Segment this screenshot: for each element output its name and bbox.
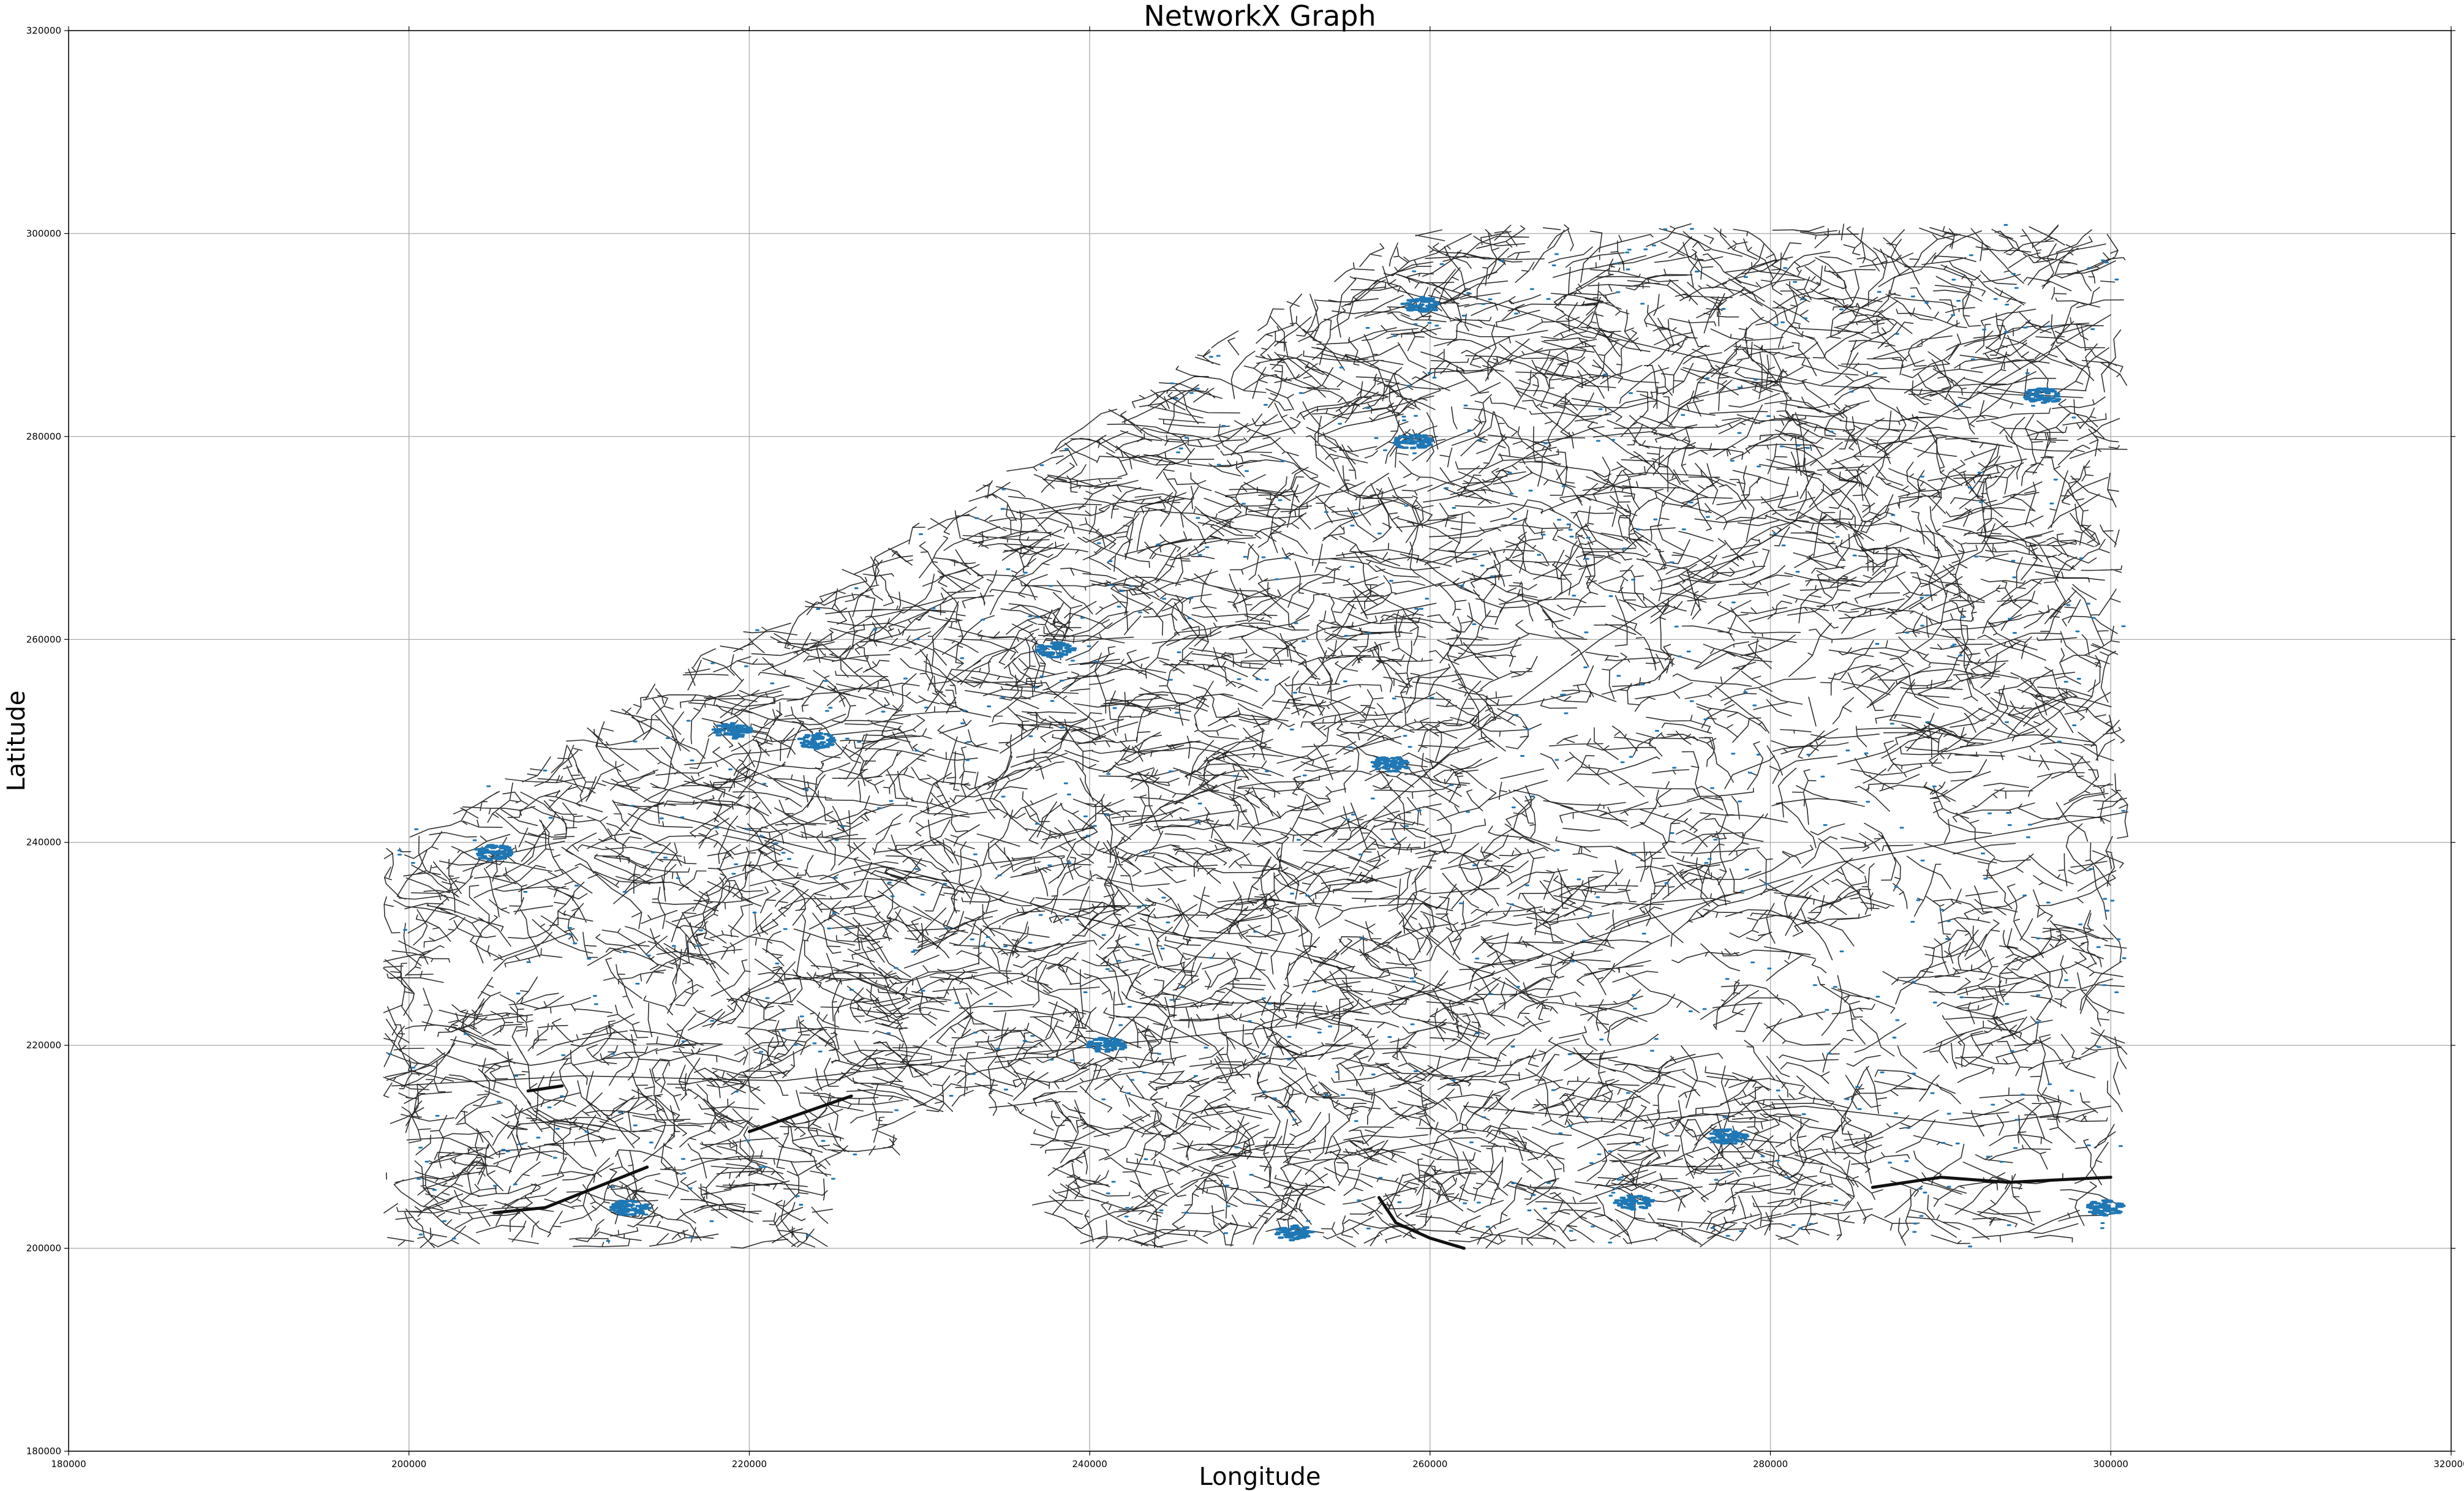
- edge-group: [1506, 223, 1763, 1247]
- y-tick-label: 280000: [26, 431, 61, 442]
- y-tick-label: 200000: [26, 1243, 61, 1254]
- y-tick-label: 320000: [26, 25, 61, 36]
- edge-group: [712, 547, 981, 1248]
- node-cluster: [1274, 1224, 1315, 1242]
- x-tick-label: 180000: [51, 1459, 86, 1470]
- axis-ticks: 180000 200000 220000 240000 260000 280000 3000…: [26, 25, 2464, 1470]
- node-cluster: [711, 722, 753, 740]
- edge-group: [1096, 308, 1364, 1248]
- node-cluster: [1707, 1128, 1750, 1145]
- chart-title: NetworkX Graph: [1143, 0, 1376, 32]
- edge-group: [391, 224, 2128, 1243]
- x-tick-label: 300000: [2093, 1459, 2128, 1470]
- y-tick-label: 180000: [26, 1446, 61, 1457]
- x-axis-label: Longitude: [1199, 1463, 1321, 1491]
- node-scatter: [388, 223, 2127, 1248]
- thick-road: [1871, 1176, 2112, 1189]
- node-cluster: [2085, 1199, 2126, 1217]
- node-cluster: [2023, 387, 2062, 404]
- node-cluster: [1613, 1194, 1656, 1211]
- node-cluster: [1370, 756, 1411, 773]
- thick-road: [747, 1094, 853, 1133]
- thick-road: [526, 1084, 564, 1093]
- y-tick-label: 260000: [26, 634, 61, 645]
- edge-group: [544, 622, 844, 1249]
- edge-group: [1839, 226, 2111, 1243]
- edge-group: [1721, 223, 1999, 1246]
- y-tick-label: 300000: [26, 228, 61, 239]
- node-cluster: [1400, 296, 1440, 313]
- x-tick-label: 280000: [1753, 1459, 1788, 1470]
- axes-frame: [68, 30, 2452, 1452]
- node-cluster: [1034, 641, 1077, 659]
- x-tick-label: 200000: [391, 1459, 426, 1470]
- thick-road: [492, 1165, 649, 1215]
- edge-group: [1288, 229, 1553, 1247]
- node-cluster: [797, 732, 837, 750]
- x-tick-label: 320000: [2433, 1459, 2464, 1470]
- edge-group: [827, 438, 1129, 1215]
- graph-edges: [383, 223, 2128, 1249]
- node-cluster: [1392, 434, 1434, 449]
- graph-nodes: [388, 223, 2127, 1248]
- thick-road: [1377, 1196, 1466, 1250]
- edge-group: [1383, 224, 1649, 1249]
- thick-roads: [492, 1084, 2112, 1250]
- x-tick-label: 260000: [1412, 1459, 1447, 1470]
- edge-group: [993, 376, 1253, 1249]
- y-axis-label: Latitude: [2, 691, 31, 792]
- edge-group: [1185, 243, 1453, 1248]
- x-tick-label: 220000: [732, 1459, 767, 1470]
- y-tick-label: 240000: [26, 837, 61, 848]
- node-cluster: [474, 844, 514, 862]
- x-tick-label: 240000: [1072, 1459, 1107, 1470]
- y-tick-label: 220000: [26, 1040, 61, 1051]
